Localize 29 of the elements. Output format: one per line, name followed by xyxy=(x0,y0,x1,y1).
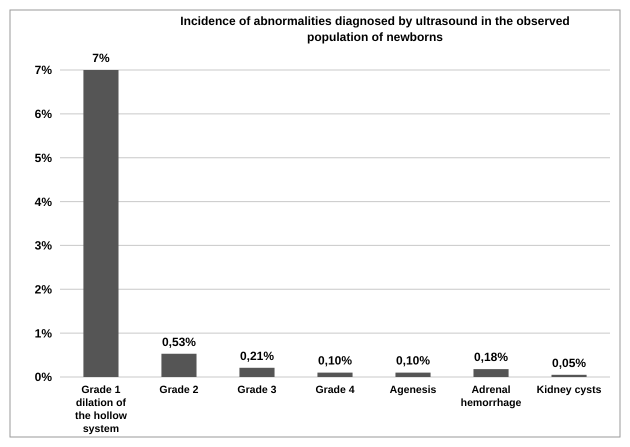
x-tick-label: Grade 4 xyxy=(315,384,355,396)
chart-title: Incidence of abnormalities diagnosed by ultrasound in the observed population of newborns xyxy=(180,14,570,44)
bar xyxy=(473,369,509,377)
y-tick-label: 6% xyxy=(34,107,52,122)
y-tick-label: 1% xyxy=(34,326,52,340)
x-tick-label: Adrenal hemorrhage xyxy=(460,384,522,409)
data-label: 0,10% xyxy=(396,354,430,368)
y-tick-label: 0% xyxy=(34,370,52,384)
data-label: 0,21% xyxy=(240,348,274,363)
x-tick-label: Grade 2 xyxy=(159,384,199,396)
y-tick-label: 7% xyxy=(34,63,52,78)
data-label: 7% xyxy=(92,51,110,65)
x-tick-label: Agenesis xyxy=(390,384,437,396)
y-tick-label: 5% xyxy=(34,150,52,165)
bar xyxy=(83,70,119,377)
x-tick-label: Grade 3 xyxy=(237,384,277,396)
y-tick-label: 2% xyxy=(34,282,52,296)
x-tick-label: Kidney cysts xyxy=(536,384,602,396)
bar xyxy=(161,354,197,377)
data-label: 0,18% xyxy=(474,350,508,364)
bar xyxy=(317,372,353,377)
bar xyxy=(239,368,275,377)
data-label: 0,53% xyxy=(162,334,196,349)
x-tick-label: Grade 1 dilation of the hollow system xyxy=(74,384,128,435)
y-tick-label: 3% xyxy=(34,238,52,253)
bar xyxy=(395,372,431,377)
data-label: 0,05% xyxy=(552,356,586,370)
data-label: 0,10% xyxy=(318,354,352,368)
y-tick-label: 4% xyxy=(34,194,52,209)
